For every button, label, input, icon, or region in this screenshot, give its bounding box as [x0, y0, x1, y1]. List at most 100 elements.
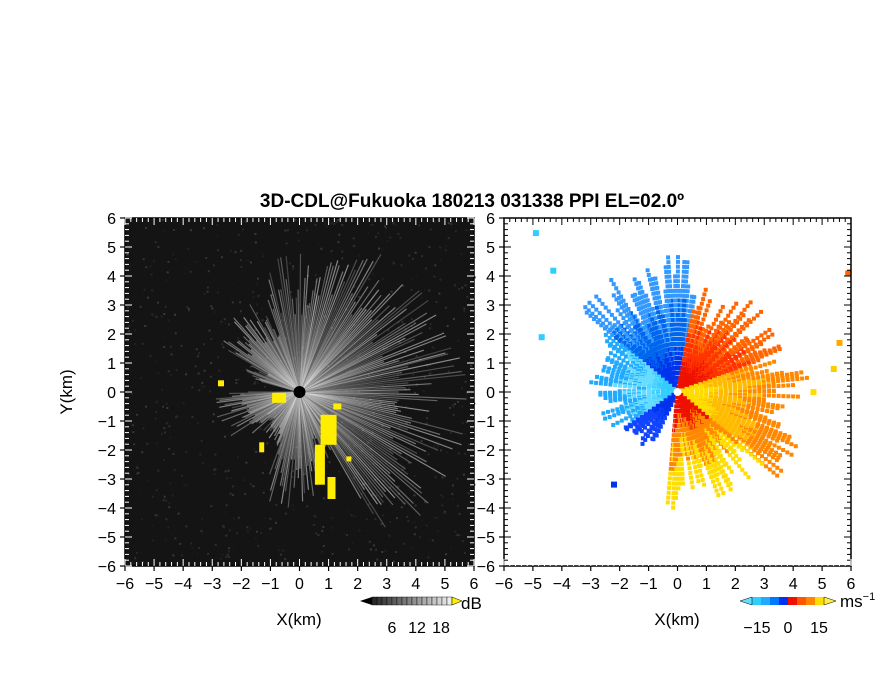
reflectivity-noise-cell: [241, 322, 244, 325]
velocity-cell: [597, 298, 602, 303]
reflectivity-noise-cell: [163, 230, 166, 233]
reflectivity-noise-cell: [183, 484, 186, 487]
velocity-cell: [592, 317, 597, 321]
reflectivity-noise-cell: [373, 544, 375, 547]
reflectivity-noise-cell: [444, 249, 447, 252]
velocity-cell: [640, 305, 645, 310]
velocity-cell: [631, 361, 635, 366]
velocity-cell: [767, 467, 772, 472]
velocity-cell: [735, 359, 740, 364]
x-tick-label: 6: [470, 576, 479, 593]
reflectivity-noise-cell: [393, 560, 395, 563]
velocity-cell: [743, 336, 748, 341]
reflectivity-noise-cell: [425, 267, 427, 270]
reflectivity-noise-cell: [207, 552, 210, 555]
velocity-cell: [625, 313, 630, 318]
reflectivity-noise-cell: [447, 222, 450, 225]
velocity-cell: [613, 336, 618, 340]
velocity-cell: [606, 329, 611, 334]
reflectivity-noise-cell: [328, 511, 331, 514]
velocity-cell: [658, 319, 663, 324]
reflectivity-noise-cell: [172, 452, 175, 455]
velocity-cell: [646, 273, 651, 277]
reflectivity-noise-cell: [402, 465, 405, 468]
reflectivity-noise-cell: [238, 286, 241, 289]
reflectivity-noise-cell: [461, 540, 464, 542]
velocity-cell: [625, 325, 630, 330]
reflectivity-noise-cell: [271, 523, 273, 526]
reflectivity-noise-cell: [387, 364, 389, 366]
velocity-cell: [603, 416, 608, 421]
reflectivity-noise-cell: [454, 530, 457, 533]
velocity-cell: [730, 371, 735, 376]
velocity-cell: [759, 333, 764, 338]
velocity-cell: [617, 392, 622, 396]
velocity-cell: [685, 265, 690, 270]
velocity-cell: [767, 328, 772, 332]
velocity-cell: [767, 419, 772, 424]
velocity-cell: [765, 373, 770, 378]
y-tick-label: −2: [98, 443, 116, 460]
velocity-cell: [771, 377, 775, 382]
reflectivity-noise-cell: [245, 542, 248, 545]
reflectivity-noise-cell: [167, 370, 170, 373]
y-tick-label: −4: [98, 501, 116, 518]
reflectivity-noise-cell: [431, 346, 434, 349]
velocity-cell: [776, 379, 781, 384]
x-tick-label: 2: [353, 576, 362, 593]
reflectivity-noise-cell: [424, 392, 427, 395]
reflectivity-noise-cell: [453, 272, 456, 275]
reflectivity-noise-cell: [161, 218, 164, 221]
reflectivity-noise-cell: [392, 222, 395, 225]
reflectivity-noise-cell: [428, 246, 431, 249]
reflectivity-noise-cell: [139, 492, 142, 495]
reflectivity-noise-cell: [174, 537, 177, 540]
reflectivity-highlight: [346, 456, 352, 462]
reflectivity-noise-cell: [462, 473, 465, 476]
velocity-cell: [759, 426, 764, 431]
velocity-cell: [786, 437, 791, 442]
reflectivity-noise-cell: [133, 443, 136, 446]
reflectivity-noise-cell: [391, 511, 394, 514]
reflectivity-noise-cell: [370, 454, 373, 457]
velocity-cell: [794, 374, 799, 379]
velocity-cell: [773, 431, 777, 436]
velocity-cell: [610, 332, 615, 337]
reflectivity-noise-cell: [179, 542, 182, 545]
velocity-cell: [598, 381, 603, 386]
reflectivity-noise-cell: [414, 504, 417, 507]
velocity-cell: [711, 332, 716, 337]
velocity-cell: [641, 299, 646, 304]
y-tick-label: 2: [107, 327, 116, 344]
velocity-cell: [721, 374, 726, 379]
velocity-cell: [684, 386, 689, 391]
reflectivity-noise-cell: [182, 402, 185, 405]
velocity-cell: [750, 409, 755, 414]
reflectivity-noise-cell: [324, 546, 327, 549]
velocity-cell: [640, 315, 645, 320]
velocity-cell: [638, 311, 643, 316]
velocity-cell: [751, 338, 756, 343]
velocity-cell: [611, 282, 616, 287]
velocity-cell: [759, 309, 763, 314]
velocity-cell: [666, 260, 671, 265]
velocity-cell: [746, 318, 751, 323]
y-tick-label: 3: [107, 298, 116, 315]
reflectivity-noise-cell: [166, 407, 169, 409]
reflectivity-noise-cell: [411, 341, 414, 344]
colorbar-cell: [436, 596, 443, 606]
velocity-cell: [769, 448, 774, 453]
reflectivity-noise-cell: [461, 405, 464, 408]
velocity-cell: [682, 260, 687, 265]
velocity-cell: [685, 338, 690, 342]
velocity-cell: [639, 300, 644, 305]
reflectivity-noise-cell: [165, 518, 168, 521]
reflectivity-noise-cell: [257, 295, 260, 298]
reflectivity-noise-cell: [163, 313, 166, 315]
reflectivity-noise-cell: [260, 531, 263, 534]
reflectivity-noise-cell: [331, 526, 334, 529]
velocity-cell: [653, 276, 658, 281]
velocity-cell: [780, 378, 785, 383]
reflectivity-noise-cell: [434, 312, 436, 314]
